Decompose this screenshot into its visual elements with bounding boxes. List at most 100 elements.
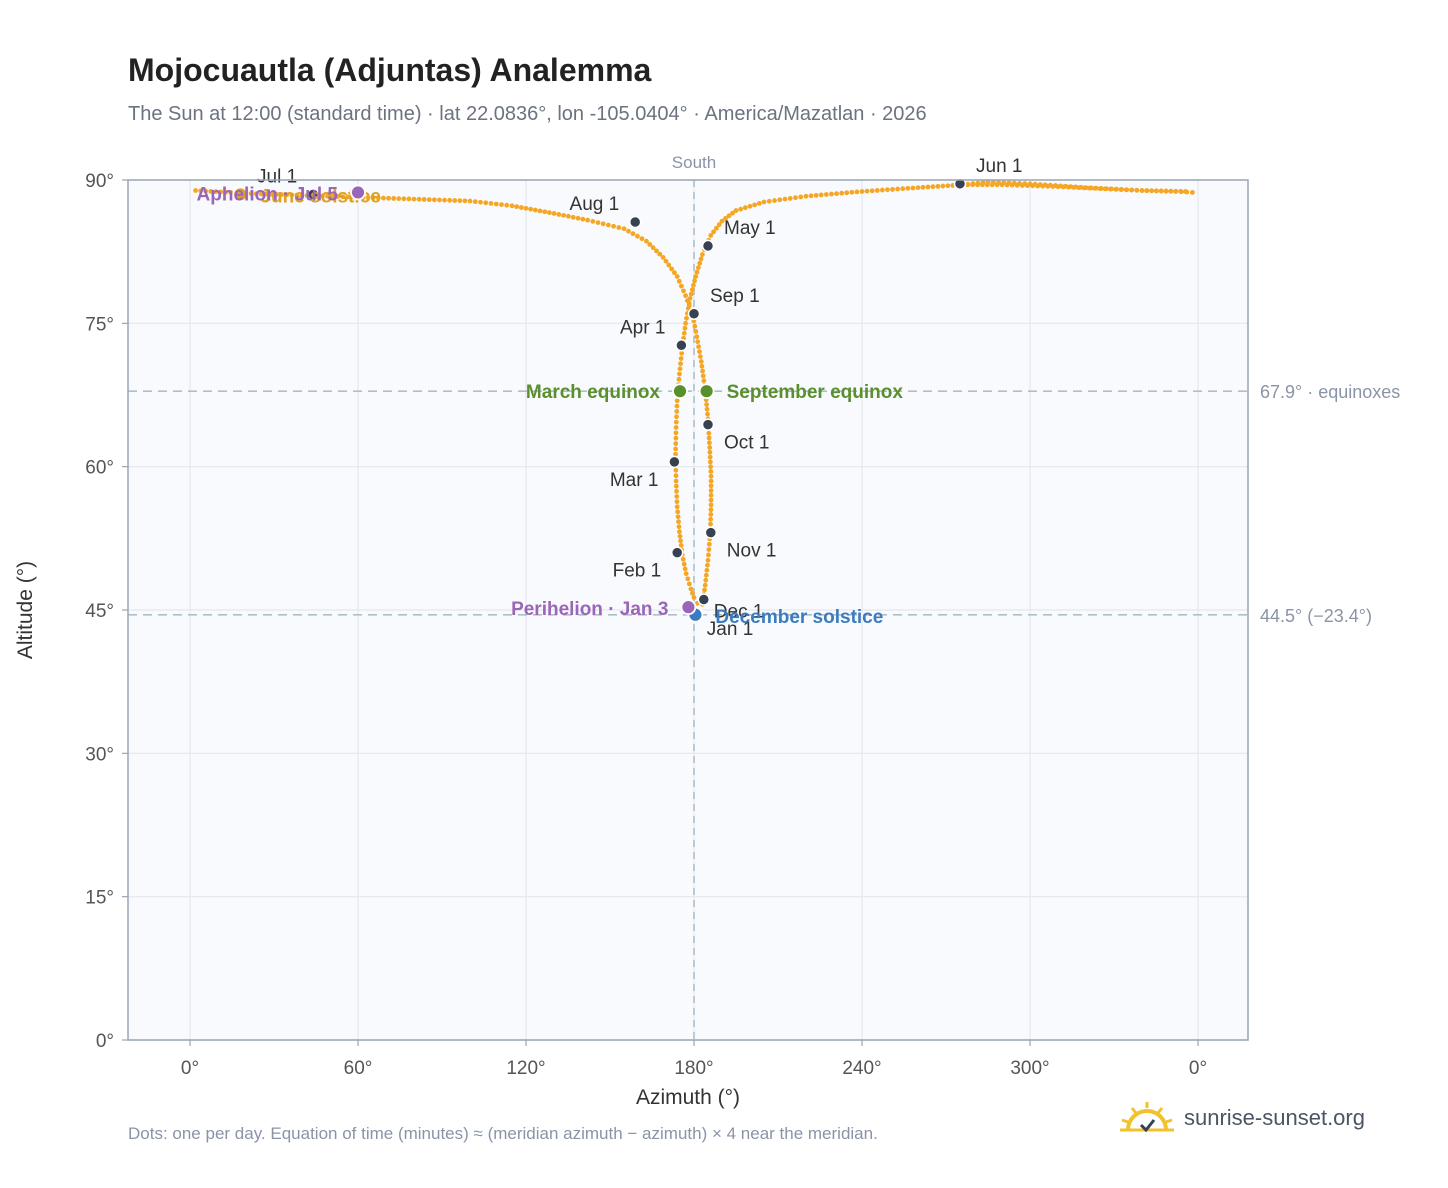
analemma-day-dot [1109, 186, 1114, 192]
y-tick-label: 30° [85, 744, 114, 765]
month-marker-label: Mar 1 [610, 470, 659, 491]
analemma-day-dot [551, 211, 557, 216]
analemma-day-dot [777, 197, 783, 203]
analemma-day-dot [726, 213, 732, 219]
month-marker [668, 455, 681, 469]
analemma-day-dot [708, 502, 714, 508]
analemma-day-dot [493, 201, 499, 207]
analemma-day-dot [673, 473, 679, 479]
analemma-day-dot [772, 198, 777, 203]
event-label-aphelion: Aphelion · Jul 5 [197, 184, 339, 205]
month-marker [697, 593, 711, 606]
brand[interactable]: sunrise-sunset.org [1120, 1100, 1365, 1136]
analemma-day-dot [472, 199, 478, 205]
analemma-day-dot [630, 231, 636, 237]
meridian-label: South [672, 153, 716, 172]
analemma-day-dot [874, 188, 880, 193]
analemma-day-dot [365, 195, 371, 200]
month-marker [701, 418, 715, 431]
analemma-day-dot [1149, 188, 1155, 194]
analemma-day-dot [708, 483, 714, 489]
analemma-day-dot [1168, 188, 1174, 194]
analemma-day-dot [258, 191, 264, 197]
analemma-day-dot [674, 494, 680, 499]
analemma-day-dot [462, 198, 468, 204]
analemma-day-dot [518, 205, 524, 210]
analemma-day-dot [561, 212, 566, 218]
analemma-day-dot [514, 204, 520, 210]
analemma-day-dot [319, 193, 325, 199]
analemma-day-dot [654, 248, 659, 254]
analemma-day-dot [678, 538, 683, 544]
event-label-equinox: September equinox [727, 382, 904, 403]
analemma-day-dot [1001, 180, 1007, 186]
analemma-day-dot [708, 512, 714, 517]
analemma-day-dot [696, 344, 701, 350]
analemma-day-dot [698, 359, 704, 364]
analemma-day-dot [1139, 188, 1145, 193]
analemma-day-dot [691, 282, 696, 288]
analemma-day-dot [980, 180, 986, 185]
analemma-day-dot [279, 192, 285, 197]
analemma-day-dot [488, 201, 494, 206]
analemma-day-dot [528, 206, 534, 212]
analemma-day-dot [452, 198, 458, 203]
analemma-day-dot [677, 533, 683, 539]
analemma-day-dot [694, 334, 700, 340]
analemma-day-dot [990, 179, 996, 185]
analemma-day-dot [478, 199, 483, 205]
analemma-day-dot [1011, 180, 1017, 186]
analemma-day-dot [1037, 182, 1043, 187]
analemma-day-dot [738, 206, 744, 212]
event-marker-aphelion [350, 184, 366, 201]
analemma-day-dot [708, 516, 714, 522]
analemma-day-dot [714, 225, 719, 231]
y-tick-label: 60° [85, 458, 114, 479]
analemma-day-dot [704, 406, 710, 412]
x-tick-label: 300° [1010, 1058, 1049, 1079]
analemma-day-dot [681, 561, 687, 567]
month-marker [953, 177, 967, 191]
analemma-day-dot [673, 451, 678, 457]
brand-name: sunrise-sunset.org [1184, 1105, 1365, 1130]
analemma-day-dot [674, 499, 680, 505]
analemma-day-dot [681, 330, 687, 336]
analemma-day-dot [274, 192, 279, 197]
analemma-day-dot [675, 509, 681, 515]
analemma-day-dot [694, 269, 700, 275]
analemma-day-dot [766, 198, 772, 204]
analemma-day-dot [910, 185, 916, 191]
analemma-day-dot [708, 521, 713, 527]
analemma-day-dot [208, 188, 214, 194]
analemma-day-dot [228, 190, 234, 195]
analemma-day-dot [546, 210, 552, 215]
analemma-day-dot [688, 586, 694, 592]
analemma-day-dot [707, 449, 713, 455]
month-marker-label: Jan 1 [707, 619, 753, 640]
analemma-day-dot [703, 572, 709, 578]
month-marker [306, 188, 320, 201]
event-label-equinox: March equinox [526, 382, 661, 403]
analemma-day-dot [203, 188, 209, 194]
month-marker [704, 526, 718, 539]
analemma-day-dot [1173, 188, 1179, 194]
analemma-day-dot [1178, 188, 1183, 194]
analemma-day-dot [672, 270, 677, 276]
analemma-day-dot [499, 202, 504, 208]
analemma-day-dot [695, 339, 701, 345]
month-marker-label: Apr 1 [620, 317, 665, 338]
analemma-day-dot [467, 198, 473, 204]
analemma-day-dot [509, 203, 515, 209]
analemma-day-dot [677, 529, 682, 535]
month-marker-label: Jun 1 [976, 156, 1022, 177]
analemma-day-dot [707, 445, 713, 450]
analemma-day-dot [761, 199, 767, 205]
analemma-day-dot [747, 203, 753, 209]
analemma-day-dot [580, 216, 586, 222]
analemma-day-dot [556, 212, 562, 217]
analemma-day-dot [674, 409, 680, 414]
y-tick-label: 45° [85, 601, 114, 622]
analemma-day-dot [679, 350, 685, 356]
analemma-day-dot [663, 258, 669, 264]
